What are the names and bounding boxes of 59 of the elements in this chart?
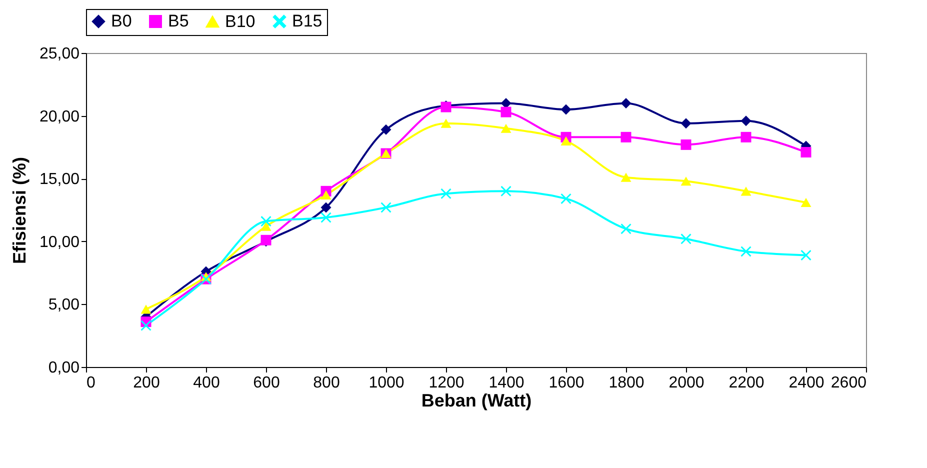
- point: [800, 198, 812, 208]
- point: [560, 193, 572, 204]
- point: [620, 132, 632, 142]
- point: [260, 222, 272, 231]
- point: [680, 139, 692, 150]
- x-tick-label: 1800: [608, 374, 644, 392]
- point: [560, 136, 572, 146]
- point: [500, 186, 512, 196]
- x-tick-label: 1600: [548, 374, 584, 392]
- y-tick-label: 0,00: [48, 360, 80, 376]
- x-tick-label: 200: [133, 374, 160, 392]
- point: [440, 118, 452, 128]
- point: [680, 234, 692, 244]
- x-tick-label: 1000: [368, 374, 404, 392]
- point: [620, 224, 632, 234]
- point: [740, 186, 752, 196]
- point: [740, 116, 752, 126]
- point: [560, 104, 572, 115]
- x-tick-label: 2200: [728, 374, 764, 392]
- point: [620, 172, 632, 182]
- y-tick-label: 10,00: [39, 234, 80, 251]
- point: [740, 246, 752, 257]
- point: [380, 124, 392, 135]
- point: [680, 118, 692, 129]
- point: [320, 190, 332, 200]
- point: [320, 202, 332, 213]
- x-tick-label: 0: [86, 374, 96, 392]
- point: [740, 132, 752, 142]
- point: [500, 106, 512, 118]
- point: [500, 124, 512, 133]
- point: [800, 250, 812, 260]
- legend-label: B15: [292, 12, 322, 31]
- y-tick-label: 20,00: [39, 108, 80, 126]
- x-tick-label: 400: [193, 374, 220, 392]
- x-tick-label: 600: [253, 374, 280, 392]
- x-tick-label: 2400: [788, 374, 824, 392]
- x-tick-label: 800: [313, 374, 340, 392]
- y-tick-label: 15,00: [39, 171, 80, 188]
- x-tick-label: 2600: [830, 374, 867, 392]
- x-tick-label: 1200: [428, 374, 464, 392]
- point: [260, 216, 272, 227]
- point: [800, 146, 812, 158]
- legend-label: B0: [111, 12, 132, 31]
- point: [140, 304, 152, 314]
- point: [620, 98, 632, 108]
- y-tick-label: 5,00: [48, 296, 80, 314]
- point: [380, 202, 392, 213]
- x-tick-label: 2000: [668, 374, 704, 392]
- point: [440, 188, 452, 199]
- x-axis-title: Beban (Watt): [421, 390, 532, 410]
- x-tick-label: 1400: [488, 374, 524, 392]
- legend-label: B10: [225, 12, 256, 31]
- point: [320, 212, 332, 223]
- y-axis-title: Efisiensi (%): [9, 156, 30, 264]
- y-tick-label: 25,00: [39, 46, 80, 62]
- point: [500, 98, 512, 108]
- point: [680, 176, 692, 186]
- point: [140, 320, 152, 331]
- legend-label: B5: [168, 12, 189, 31]
